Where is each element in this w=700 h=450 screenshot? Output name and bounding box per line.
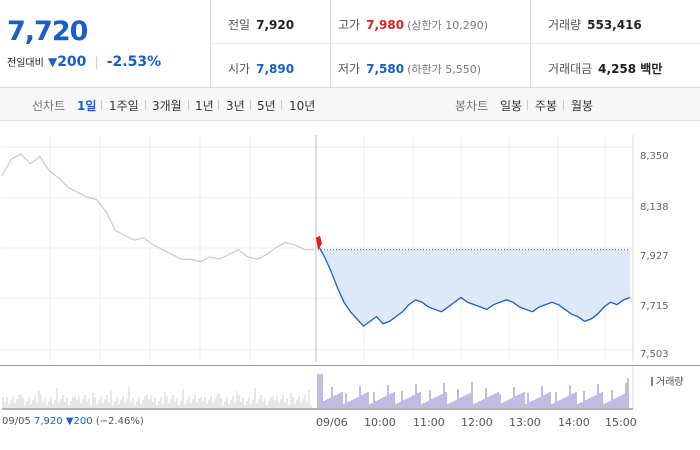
- hover-price: 7,920: [34, 416, 63, 427]
- y-tick-label: 7,927: [640, 251, 669, 262]
- chart-period-tabs: 선차트 1일 1주일 3개월 1년 3년 5년 10년 봉차트 일봉 주봉 월봉: [0, 88, 700, 121]
- change-row: 전일대비 ▼200 | -2.53%: [7, 54, 161, 70]
- hover-percent: (−2.46%): [95, 416, 144, 427]
- tab-10y[interactable]: 10년: [289, 99, 316, 113]
- divider: [330, 0, 331, 88]
- y-tick-label: 8,350: [640, 151, 669, 162]
- x-tick-label: 09/06: [316, 416, 348, 429]
- down-triangle-icon: ▼: [47, 55, 58, 69]
- tab-separator: [527, 100, 528, 110]
- x-tick-label: 10:00: [364, 416, 396, 429]
- divider: [210, 0, 211, 88]
- today-area-fill: [318, 244, 630, 327]
- tab-separator: [145, 100, 146, 110]
- stat-volume: 거래량 553,416: [548, 18, 642, 32]
- tab-5y[interactable]: 5년: [257, 99, 276, 113]
- volume-swatch: [651, 377, 653, 386]
- tab-weekly-candle[interactable]: 주봉: [535, 99, 558, 113]
- tab-separator: [250, 100, 251, 110]
- x-tick-label: 11:00: [413, 416, 445, 429]
- tab-1w[interactable]: 1주일: [109, 99, 139, 113]
- tab-3m[interactable]: 3개월: [152, 99, 182, 113]
- change-percent: -2.53%: [106, 54, 162, 70]
- stat-low: 저가 7,580 (하한가 5,550): [338, 62, 481, 76]
- current-price: 7,720: [7, 16, 88, 47]
- today-price-line: [317, 244, 631, 328]
- stat-open: 시가 7,890: [228, 62, 295, 76]
- tab-3y[interactable]: 3년: [226, 99, 245, 113]
- change-label: 전일대비: [7, 58, 44, 69]
- change-value: 200: [57, 54, 87, 70]
- y-tick-label: 7,715: [640, 301, 669, 312]
- stat-prev-close: 전일 7,920: [228, 18, 295, 32]
- tab-monthly-candle[interactable]: 월봉: [571, 99, 594, 113]
- open-up-marker: [316, 235, 322, 250]
- tab-1y[interactable]: 1년: [195, 99, 214, 113]
- y-tick-label: 7,503: [640, 349, 669, 360]
- tab-separator: [188, 100, 189, 110]
- tab-daily-candle[interactable]: 일봉: [500, 99, 523, 113]
- stat-high: 고가 7,980 (상한가 10,290): [338, 18, 488, 32]
- candle-chart-label: 봉차트: [455, 99, 489, 113]
- tab-separator: [563, 100, 564, 110]
- stat-trade-amount: 거래대금 4,258 백만: [548, 62, 663, 76]
- x-tick-label: 14:00: [558, 416, 590, 429]
- line-chart-label: 선차트: [32, 99, 66, 113]
- hover-change: ▼200: [65, 416, 93, 427]
- quote-summary: 7,720 전일대비 ▼200 | -2.53% 전일 7,920 시가 7,890…: [0, 0, 700, 88]
- hover-info: 09/05 7,920 ▼200 (−2.46%): [2, 416, 144, 427]
- x-tick-label: 15:00: [605, 416, 637, 429]
- tab-1d[interactable]: 1일: [77, 99, 97, 113]
- tab-separator: [218, 100, 219, 110]
- divider: [530, 0, 531, 88]
- x-tick-label: 12:00: [461, 416, 493, 429]
- tab-separator: [281, 100, 282, 110]
- x-tick-label: 13:00: [509, 416, 541, 429]
- volume-legend: 거래량: [651, 373, 684, 388]
- change-separator: |: [94, 55, 99, 69]
- hover-date: 09/05: [2, 416, 31, 427]
- chart-volume-divider: [0, 365, 700, 366]
- tab-separator: [101, 100, 102, 110]
- previous-day-line: [1, 153, 314, 263]
- divider: [210, 43, 700, 44]
- y-tick-label: 8,138: [640, 202, 669, 213]
